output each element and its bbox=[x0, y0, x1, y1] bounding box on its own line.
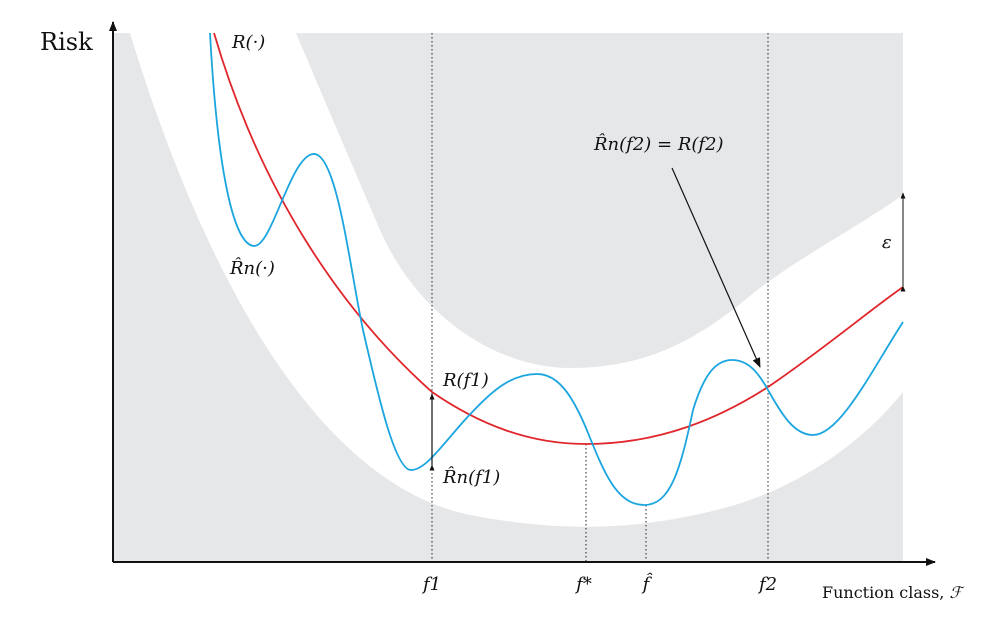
x-axis-label: Function class, ℱ bbox=[822, 583, 965, 602]
empirical-risk-curve bbox=[209, 32, 904, 506]
true-risk-curve bbox=[213, 32, 904, 445]
y-axis-label: Risk bbox=[40, 28, 93, 56]
tick-f1: f1 bbox=[421, 574, 441, 595]
f2-intersection-pointer bbox=[671, 167, 761, 368]
equality-f2-label: R̂n(f2) = R(f2) bbox=[593, 133, 724, 155]
upper-shaded-region bbox=[296, 33, 903, 368]
epsilon-label: ε bbox=[882, 232, 892, 253]
function-class-symbol: ℱ bbox=[949, 583, 965, 602]
tick-fstar: f* bbox=[574, 574, 592, 595]
lower-shaded-region bbox=[113, 33, 903, 562]
tick-f2: f2 bbox=[757, 574, 777, 595]
true-risk-f1-label: R(f1) bbox=[442, 370, 489, 391]
tick-fhat: f̂ bbox=[641, 572, 653, 595]
empirical-risk-label: R̂n(·) bbox=[229, 257, 275, 279]
empirical-risk-f1-label: R̂n(f1) bbox=[442, 466, 500, 488]
true-risk-label: R(·) bbox=[231, 32, 265, 53]
